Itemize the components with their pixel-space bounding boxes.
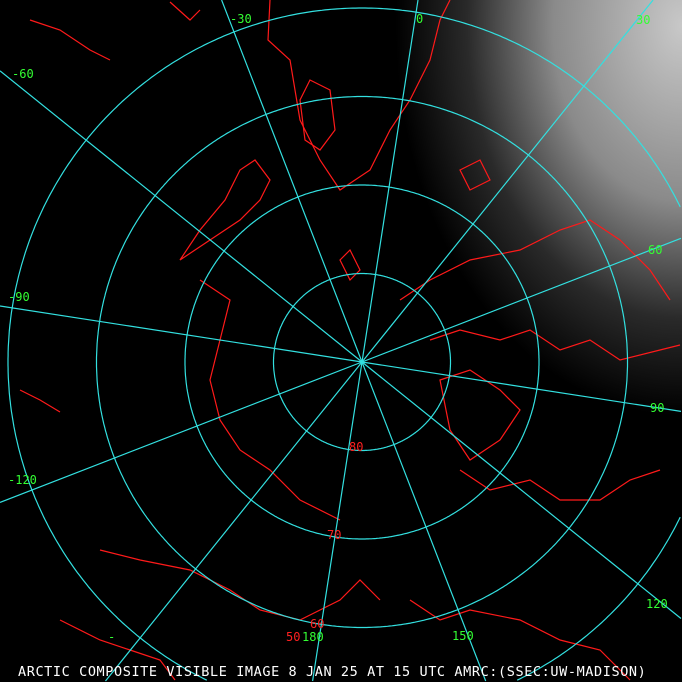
latitude-circle-70	[184, 184, 540, 540]
longitude-label--120: -120	[8, 473, 37, 487]
meridian--60	[0, 70, 363, 363]
latitude-circle-80	[272, 272, 452, 452]
meridian-150	[361, 361, 487, 682]
meridian-30	[361, 0, 654, 363]
latitude-label-80: 80	[349, 440, 363, 454]
longitude-label--150: -	[108, 630, 115, 644]
meridian--150	[105, 361, 363, 682]
meridian-90	[361, 361, 682, 412]
longitude-label-30: 30	[636, 13, 650, 27]
meridian-0	[361, 0, 419, 363]
latitude-label-50: 50	[286, 630, 300, 644]
latitude-label-60: 60	[310, 617, 324, 631]
meridian--90	[0, 305, 363, 363]
longitude-label--30: -30	[230, 12, 252, 26]
meridian-60	[361, 237, 682, 363]
latitude-circle-60	[95, 95, 629, 629]
longitude-label--90: -90	[8, 290, 30, 304]
longitude-label-0: 0	[416, 12, 423, 26]
latitude-label-70: 70	[327, 528, 341, 542]
meridian-120	[361, 361, 682, 619]
longitude-label-150: 150	[452, 629, 474, 643]
meridian--120	[0, 361, 363, 503]
daylight-cloud-region	[300, 0, 682, 520]
meridian-180	[312, 361, 363, 682]
latitude-circle-50	[7, 7, 681, 681]
meridian--30	[221, 0, 363, 363]
longitude-label-60: 60	[648, 243, 662, 257]
image-caption: ARCTIC COMPOSITE VISIBLE IMAGE 8 JAN 25 …	[18, 664, 647, 680]
graticule-labels: 80 70 60 50 0 30 60 90 120 150 180 - -120 -90 -60 -30	[8, 12, 668, 644]
longitude-label-90: 90	[650, 401, 664, 415]
longitude-label-120: 120	[646, 597, 668, 611]
longitude-label-180: 180	[302, 630, 324, 644]
longitude-label--60: -60	[12, 67, 34, 81]
